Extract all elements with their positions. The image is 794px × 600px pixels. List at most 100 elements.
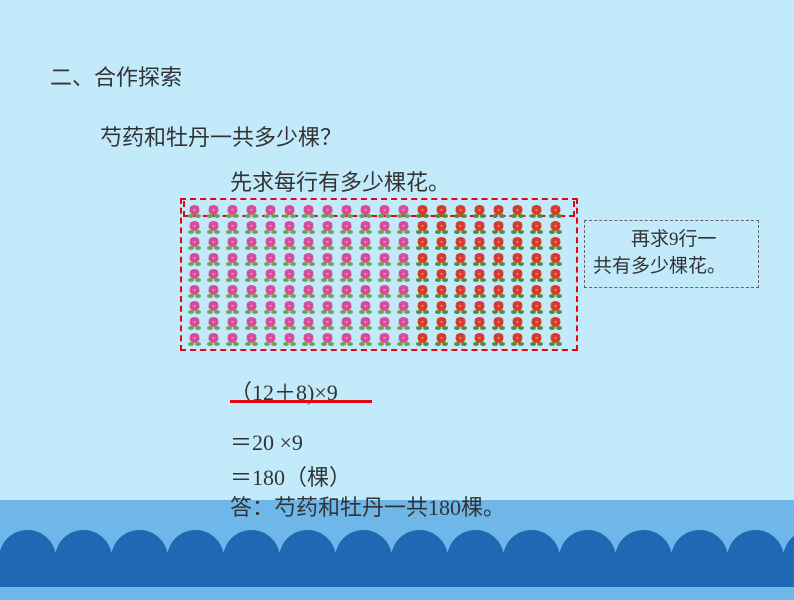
pink-flower-icon xyxy=(299,267,317,282)
pink-flower-icon xyxy=(280,283,298,298)
pink-flower-icon xyxy=(394,267,412,282)
scallop-icon xyxy=(671,530,728,587)
red-flower-icon xyxy=(508,219,526,234)
pink-flower-icon xyxy=(280,331,298,346)
pink-flower-icon xyxy=(299,219,317,234)
red-flower-icon xyxy=(508,315,526,330)
scallop-icon xyxy=(391,530,448,587)
red-flower-icon xyxy=(508,235,526,250)
red-flower-icon xyxy=(546,235,564,250)
pink-flower-icon xyxy=(204,267,222,282)
section-header: 二、合作探索 xyxy=(50,60,182,92)
pink-flower-icon xyxy=(299,299,317,314)
pink-flower-icon xyxy=(280,299,298,314)
pink-flower-icon xyxy=(337,251,355,266)
side-hint-line1: 再求9行一 xyxy=(593,227,750,254)
pink-flower-icon xyxy=(261,283,279,298)
red-flower-icon xyxy=(527,283,545,298)
pink-flower-icon xyxy=(280,235,298,250)
scallop-icon xyxy=(559,530,616,587)
pink-flower-icon xyxy=(356,315,374,330)
red-flower-icon xyxy=(527,315,545,330)
red-flower-icon xyxy=(489,331,507,346)
red-flower-icon xyxy=(432,219,450,234)
pink-flower-icon xyxy=(375,331,393,346)
red-flower-icon xyxy=(432,331,450,346)
scallop-icon xyxy=(615,530,672,587)
red-flower-icon xyxy=(451,219,469,234)
red-flower-icon xyxy=(508,283,526,298)
red-flower-icon xyxy=(508,251,526,266)
red-flower-icon xyxy=(546,251,564,266)
pink-flower-icon xyxy=(185,203,203,218)
red-flower-icon xyxy=(508,267,526,282)
red-flower-icon xyxy=(527,331,545,346)
pink-flower-icon xyxy=(299,251,317,266)
red-flower-icon xyxy=(451,299,469,314)
red-flower-icon xyxy=(489,251,507,266)
scallop-icon xyxy=(279,530,336,587)
red-flower-icon xyxy=(432,235,450,250)
red-flower-icon xyxy=(413,203,431,218)
pink-flower-icon xyxy=(223,315,241,330)
red-flower-icon xyxy=(527,299,545,314)
scallop-icon xyxy=(447,530,504,587)
pink-flower-icon xyxy=(356,251,374,266)
red-flower-icon xyxy=(508,203,526,218)
pink-flower-icon xyxy=(223,267,241,282)
red-flower-icon xyxy=(451,203,469,218)
pink-flower-icon xyxy=(375,267,393,282)
pink-flower-icon xyxy=(337,299,355,314)
pink-flower-icon xyxy=(261,219,279,234)
red-flower-icon xyxy=(527,235,545,250)
pink-flower-icon xyxy=(280,315,298,330)
red-flower-icon xyxy=(470,315,488,330)
red-flower-icon xyxy=(432,251,450,266)
pink-flower-icon xyxy=(204,315,222,330)
pink-flower-icon xyxy=(204,235,222,250)
pink-flower-icon xyxy=(185,283,203,298)
scallop-icon xyxy=(727,530,784,587)
pink-flower-icon xyxy=(204,203,222,218)
pink-flower-icon xyxy=(318,219,336,234)
pink-flower-icon xyxy=(356,283,374,298)
pink-flower-icon xyxy=(223,331,241,346)
red-flower-icon xyxy=(432,315,450,330)
pink-flower-icon xyxy=(394,315,412,330)
pink-flower-icon xyxy=(299,283,317,298)
red-flower-icon xyxy=(546,203,564,218)
pink-flower-icon xyxy=(318,331,336,346)
red-flower-icon xyxy=(470,203,488,218)
red-flower-icon xyxy=(451,283,469,298)
pink-flower-icon xyxy=(204,299,222,314)
pink-flower-icon xyxy=(394,235,412,250)
red-flower-icon xyxy=(527,219,545,234)
red-flower-icon xyxy=(489,315,507,330)
pink-flower-icon xyxy=(394,251,412,266)
pink-flower-icon xyxy=(337,315,355,330)
red-flower-icon xyxy=(546,331,564,346)
scallop-icon xyxy=(503,530,560,587)
pink-flower-icon xyxy=(337,219,355,234)
pink-flower-icon xyxy=(204,283,222,298)
pink-flower-icon xyxy=(337,267,355,282)
pink-flower-icon xyxy=(394,219,412,234)
red-flower-icon xyxy=(527,203,545,218)
pink-flower-icon xyxy=(375,203,393,218)
pink-flower-icon xyxy=(242,203,260,218)
pink-flower-icon xyxy=(356,219,374,234)
side-hint-box: 再求9行一 共有多少棵花。 xyxy=(584,220,759,288)
pink-flower-icon xyxy=(318,203,336,218)
pink-flower-icon xyxy=(223,219,241,234)
red-flower-icon xyxy=(451,235,469,250)
pink-flower-icon xyxy=(261,331,279,346)
pink-flower-icon xyxy=(280,203,298,218)
pink-flower-icon xyxy=(375,283,393,298)
pink-flower-icon xyxy=(394,283,412,298)
equation-2: ＝20 ×9 xyxy=(230,425,303,457)
pink-flower-icon xyxy=(242,331,260,346)
pink-flower-icon xyxy=(185,251,203,266)
pink-flower-icon xyxy=(242,267,260,282)
red-flower-icon xyxy=(470,331,488,346)
answer-text: 答：芍药和牡丹一共180棵。 xyxy=(230,490,505,522)
